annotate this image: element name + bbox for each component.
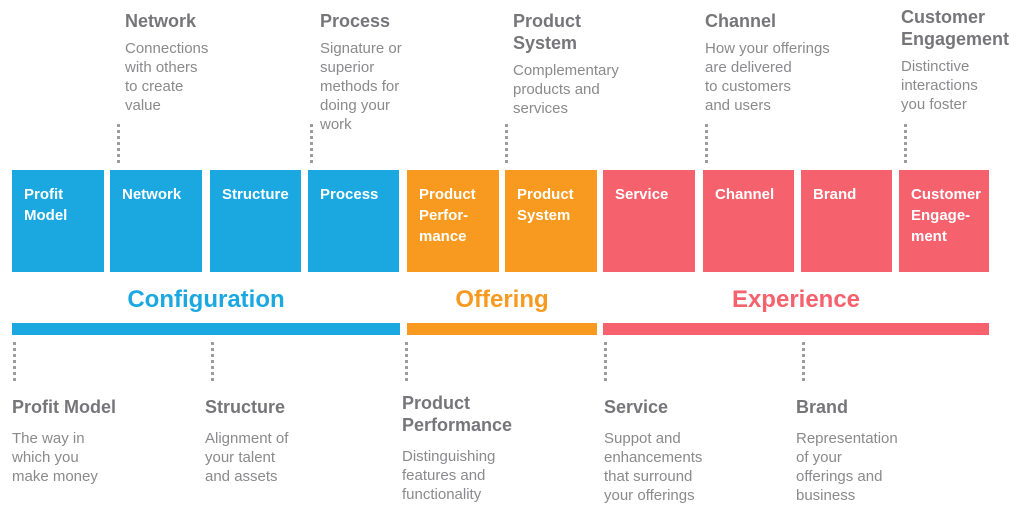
annotation-title: Brand xyxy=(796,397,849,417)
box-structure: Structure xyxy=(210,170,301,272)
box-network: Network xyxy=(110,170,202,272)
group-bar-experience xyxy=(603,323,989,335)
annotation-description: Connections with others to create value xyxy=(125,40,209,114)
box-label: Network xyxy=(122,186,182,203)
box-label: Brand xyxy=(813,186,857,203)
box-product-performance: Product Perfor- mance xyxy=(407,170,499,272)
box-label: Channel xyxy=(715,186,775,203)
group-label-offering: Offering xyxy=(455,286,549,313)
annotation-description: Complementary products and services xyxy=(513,62,619,117)
dotted-connector xyxy=(117,124,120,166)
box-brand: Brand xyxy=(801,170,892,272)
annotation-title: Product System xyxy=(513,11,582,53)
box-process: Process xyxy=(308,170,399,272)
box-product-system: Product System xyxy=(505,170,597,272)
dotted-connector xyxy=(405,342,408,384)
dotted-connector xyxy=(604,342,607,384)
box-channel: Channel xyxy=(703,170,794,272)
annotation-title: Structure xyxy=(205,397,286,417)
box-profit-model: Profit Model xyxy=(12,170,104,272)
annotation-title: Process xyxy=(320,11,391,31)
top-annotation-network: Network Connections with others to creat… xyxy=(125,10,237,115)
box-label: Product System xyxy=(517,186,574,224)
annotation-title: Network xyxy=(125,11,197,31)
box-label: Customer Engage- ment xyxy=(911,186,982,245)
annotation-title: Channel xyxy=(705,11,777,31)
group-label-experience: Experience xyxy=(731,286,861,313)
annotation-description: The way in which you make money xyxy=(12,430,98,485)
bottom-annotation-brand: Brand Representation of your offerings a… xyxy=(796,396,931,505)
bottom-annotation-profit-model: Profit Model The way in which you make m… xyxy=(12,396,142,486)
top-annotation-product-system: Product System Complementary products an… xyxy=(513,10,653,118)
annotation-title: Service xyxy=(604,397,669,417)
annotation-title: Profit Model xyxy=(12,397,116,417)
annotation-description: Suppot and enhancements that surround yo… xyxy=(604,430,703,504)
dotted-connector xyxy=(310,124,313,166)
annotation-title: Customer Engagement xyxy=(901,7,1010,49)
annotation-description: How your offerings are delivered to cust… xyxy=(705,40,830,114)
bottom-annotation-product-performance: Product Performance Distinguishing featu… xyxy=(402,392,537,504)
box-label: Product Perfor- mance xyxy=(419,186,476,245)
annotation-title: Product Performance xyxy=(402,393,513,435)
dotted-connector xyxy=(13,342,16,384)
box-label: Service xyxy=(615,186,669,203)
annotation-description: Alignment of your talent and assets xyxy=(205,430,289,485)
box-label: Structure xyxy=(222,186,289,203)
dotted-connector xyxy=(505,124,508,166)
top-annotation-channel: Channel How your offerings are delivered… xyxy=(705,10,855,115)
box-customer-engagement: Customer Engage- ment xyxy=(899,170,989,272)
box-label: Process xyxy=(320,186,379,203)
dotted-connector xyxy=(705,124,708,166)
group-label-configuration: Configuration xyxy=(127,286,285,313)
box-service: Service xyxy=(603,170,695,272)
annotation-description: Distinguishing features and functionalit… xyxy=(402,448,496,503)
top-annotation-process: Process Signature or superior methods fo… xyxy=(320,10,440,134)
group-bar-offering xyxy=(407,323,597,335)
top-annotation-customer-engagement: Customer Engagement Distinctive interact… xyxy=(901,6,1024,114)
annotation-description: Distinctive interactions you foster xyxy=(901,58,978,113)
dotted-connector xyxy=(211,342,214,384)
box-label: Profit Model xyxy=(24,186,68,224)
annotation-description: Representation of your offerings and bus… xyxy=(796,430,898,504)
bottom-annotation-structure: Structure Alignment of your talent and a… xyxy=(205,396,335,486)
group-bar-configuration xyxy=(12,323,400,335)
dotted-connector xyxy=(904,124,907,166)
dotted-connector xyxy=(802,342,805,384)
annotation-description: Signature or superior methods for doing … xyxy=(320,40,402,133)
bottom-annotation-service: Service Suppot and enhancements that sur… xyxy=(604,396,739,505)
